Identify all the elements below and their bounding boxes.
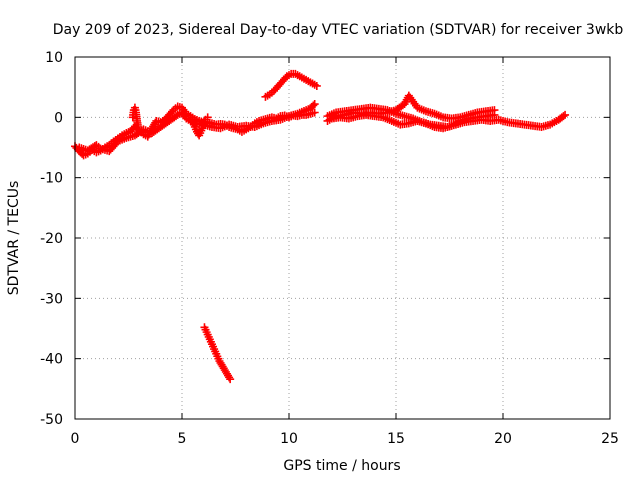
series-dip-5.5-6.5 <box>188 113 212 140</box>
data-point-interp <box>309 101 318 110</box>
x-axis-label: GPS time / hours <box>283 458 400 474</box>
y-tick-label: 0 <box>54 110 63 126</box>
series-outlier-6-7.3 <box>200 323 235 384</box>
data-point <box>561 110 570 119</box>
x-tick-label: 0 <box>71 431 80 447</box>
data-point <box>312 81 321 90</box>
y-tick-label: 10 <box>45 50 63 66</box>
data-point <box>203 113 212 122</box>
y-axis-label: SDTVAR / TECUs <box>6 181 22 296</box>
series-track-5 <box>327 110 499 133</box>
chart-title: Day 209 of 2023, Sidereal Day-to-day VTE… <box>53 22 624 38</box>
x-tick-label: 5 <box>178 431 187 447</box>
series-hump-9-11.3 <box>261 69 321 101</box>
data-point-interp <box>559 112 568 121</box>
y-tick-label: -20 <box>40 231 63 247</box>
tick-layer: 0 5 10 15 20 25 10 0 -10 -20 -30 -40 -50 <box>40 50 619 447</box>
data-point <box>310 108 319 117</box>
data-points <box>71 69 570 384</box>
series-spike-2.8 <box>128 103 143 131</box>
y-tick-label: -50 <box>40 412 63 428</box>
data-point <box>310 100 319 109</box>
data-point <box>490 110 499 119</box>
x-tick-label: 15 <box>387 431 405 447</box>
y-tick-label: -30 <box>40 291 63 307</box>
data-point <box>134 122 143 131</box>
x-tick-label: 25 <box>601 431 619 447</box>
data-point-interp <box>225 373 234 382</box>
data-point <box>226 375 235 384</box>
x-tick-label: 10 <box>280 431 298 447</box>
y-tick-label: -10 <box>40 171 63 187</box>
x-tick-label: 20 <box>494 431 512 447</box>
y-tick-label: -40 <box>40 352 63 368</box>
